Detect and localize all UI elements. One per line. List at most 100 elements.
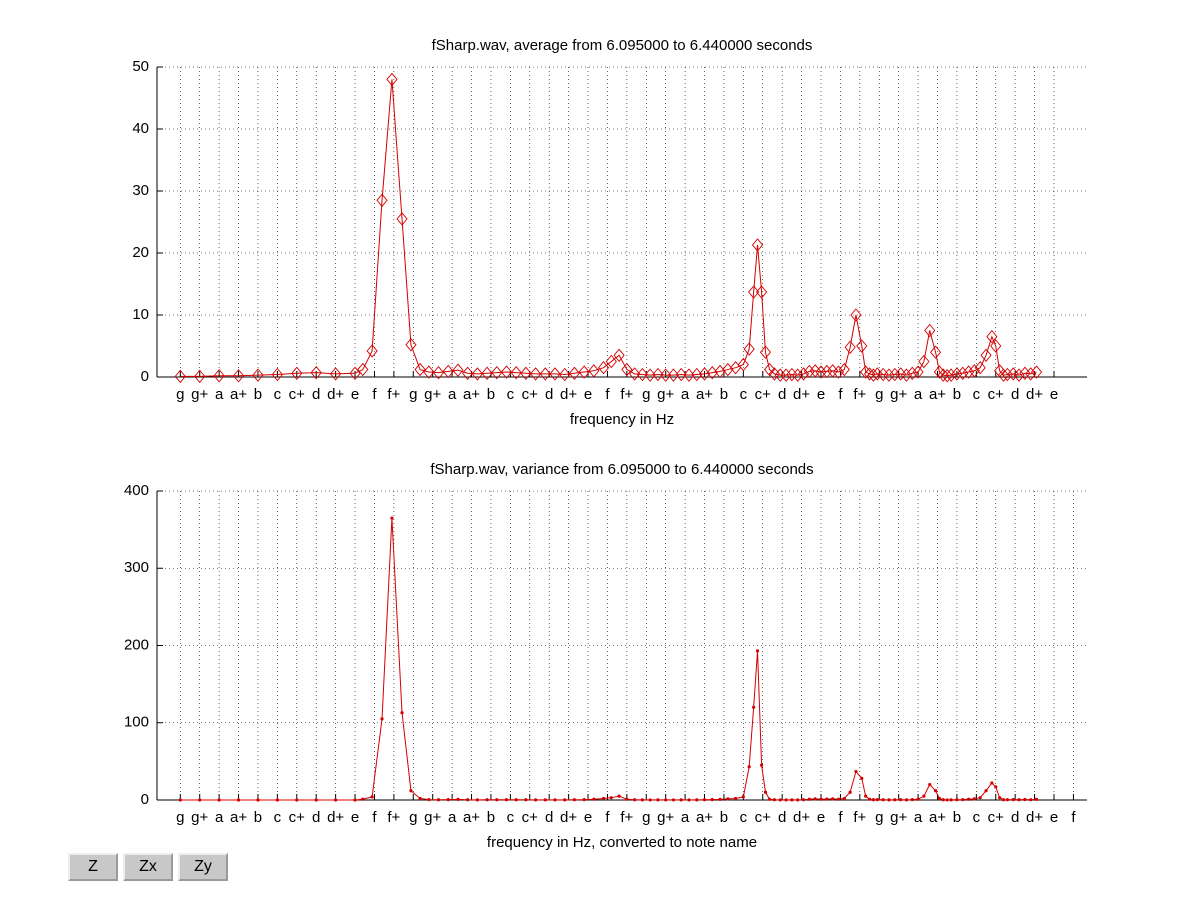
marker (796, 798, 800, 802)
marker (748, 285, 760, 299)
marker (912, 365, 924, 379)
x-tick-label: d (545, 809, 553, 826)
marker (291, 366, 303, 380)
x-tick-label: e (584, 809, 592, 826)
marker (500, 365, 513, 379)
zoom-button[interactable]: Z (68, 853, 118, 881)
x-tick-label: a+ (230, 386, 247, 403)
marker (848, 790, 852, 794)
marker (357, 362, 369, 377)
marker (860, 776, 864, 780)
y-tick-label: 40 (132, 120, 149, 137)
x-tick-label: e (351, 386, 359, 403)
marker (941, 369, 953, 383)
marker (466, 798, 470, 802)
x-tick-label: c (507, 386, 515, 403)
marker (232, 369, 245, 383)
marker (414, 362, 426, 377)
marker (174, 369, 186, 384)
x-tick-label: d+ (560, 386, 577, 403)
marker (759, 345, 772, 359)
x-tick-label: g+ (191, 809, 208, 826)
x-tick-label: g (642, 386, 650, 403)
x-tick-label: b (953, 809, 961, 826)
marker (652, 367, 664, 382)
marker (330, 367, 342, 381)
marker (883, 368, 895, 382)
marker (213, 369, 225, 383)
marker (271, 367, 283, 382)
x-tick-label: c (507, 809, 515, 826)
marker (797, 367, 810, 381)
x-tick-label: a+ (696, 386, 713, 403)
marker (780, 368, 792, 382)
zoom-y-button[interactable]: Zy (178, 853, 228, 881)
marker (553, 798, 557, 802)
x-tick-label: c+ (522, 386, 539, 403)
marker (656, 798, 660, 802)
x-tick-label: f+ (387, 386, 400, 403)
x-tick-label: b (720, 809, 728, 826)
marker (756, 285, 768, 299)
x-tick-label: e (817, 386, 825, 403)
marker (813, 797, 817, 801)
marker (922, 794, 926, 798)
x-tick-label: a (215, 809, 224, 826)
marker (400, 711, 404, 715)
x-tick-label: g (875, 386, 883, 403)
x-tick-label: d+ (327, 386, 344, 403)
x-tick-label: a (448, 386, 457, 403)
x-tick-label: b (254, 386, 262, 403)
marker (549, 367, 561, 381)
marker (471, 367, 483, 381)
marker (990, 339, 1002, 353)
marker (314, 798, 318, 802)
marker (836, 797, 841, 801)
marker (679, 798, 683, 802)
marker (974, 360, 986, 375)
marker (854, 769, 858, 774)
marker (625, 797, 629, 801)
marker (390, 516, 394, 520)
marker (475, 798, 479, 802)
marker (572, 798, 577, 802)
marker (446, 798, 450, 802)
marker (937, 368, 949, 382)
marker (520, 366, 532, 380)
x-tick-label: f (1071, 809, 1076, 826)
x-tick-label: e (1050, 809, 1058, 826)
y-tick-label: 50 (132, 58, 149, 75)
marker (784, 798, 788, 802)
marker (772, 798, 777, 802)
x-tick-label: d+ (793, 386, 810, 403)
marker (702, 798, 707, 802)
marker (966, 797, 971, 801)
zoom-x-button[interactable]: Zx (123, 853, 173, 881)
x-tick-label: f (372, 386, 377, 403)
x-tick-label: d (545, 386, 553, 403)
marker (578, 365, 590, 379)
marker (605, 354, 617, 369)
x-tick-label: c (274, 386, 282, 403)
marker (671, 798, 676, 802)
marker (763, 790, 768, 794)
marker (984, 789, 988, 793)
marker (1030, 365, 1043, 379)
marker (409, 789, 413, 793)
x-tick-label: a (681, 386, 690, 403)
marker (856, 339, 868, 353)
marker (568, 366, 581, 380)
marker (906, 366, 918, 380)
marker (767, 797, 772, 801)
marker (629, 367, 641, 381)
marker (660, 368, 672, 382)
marker (1025, 367, 1037, 381)
x-tick-label: c (973, 809, 981, 826)
x-tick-label: d (778, 386, 786, 403)
x-tick-label: a+ (929, 809, 946, 826)
chart-title: fSharp.wav, average from 6.095000 to 6.4… (432, 37, 813, 54)
marker (881, 798, 885, 802)
marker (349, 366, 361, 380)
marker (334, 798, 338, 802)
marker (825, 797, 829, 801)
